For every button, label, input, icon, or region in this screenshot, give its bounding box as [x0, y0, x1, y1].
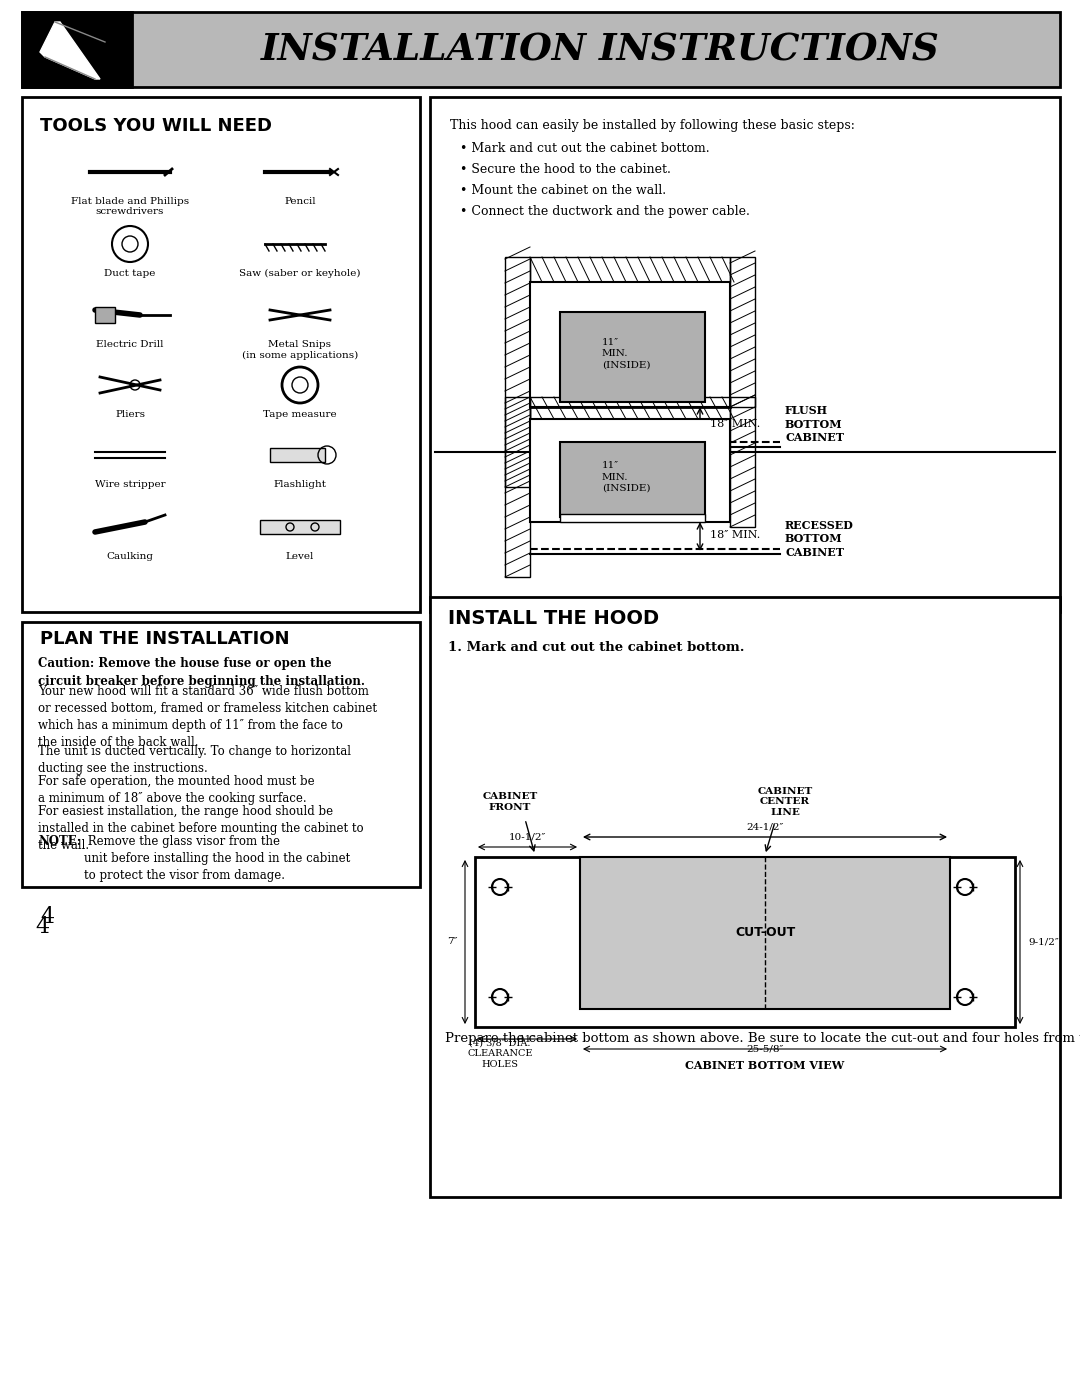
Text: Prepare the cabinet bottom as shown above. Be sure to locate the cut-out and fou: Prepare the cabinet bottom as shown abov…: [445, 1032, 1080, 1045]
Text: 18″ MIN.: 18″ MIN.: [710, 419, 760, 429]
Text: NOTE:: NOTE:: [38, 835, 81, 848]
Bar: [22, 622, 420, 887]
Text: Pencil: Pencil: [284, 197, 315, 205]
Bar: [561, 312, 705, 402]
Bar: [270, 448, 325, 462]
Text: Metal Snips
(in some applications): Metal Snips (in some applications): [242, 339, 359, 359]
Text: For safe operation, the mounted hood must be
a minimum of 18″ above the cooking : For safe operation, the mounted hood mus…: [38, 775, 314, 805]
Text: Pliers: Pliers: [114, 409, 145, 419]
Text: 11″
MIN.
(INSIDE): 11″ MIN. (INSIDE): [602, 338, 650, 370]
Text: Remove the glass visor from the
unit before installing the hood in the cabinet
t: Remove the glass visor from the unit bef…: [84, 835, 350, 882]
Text: 10-1/2″: 10-1/2″: [509, 833, 546, 842]
Bar: [730, 257, 755, 407]
Text: PLAN THE INSTALLATION: PLAN THE INSTALLATION: [40, 630, 289, 648]
Text: 11″
MIN.
(INSIDE): 11″ MIN. (INSIDE): [602, 461, 650, 493]
Bar: [730, 397, 755, 527]
Polygon shape: [40, 22, 100, 80]
Text: Tape measure: Tape measure: [264, 409, 337, 419]
Text: • Mark and cut out the cabinet bottom.: • Mark and cut out the cabinet bottom.: [460, 142, 710, 155]
Text: Flashlight: Flashlight: [273, 481, 326, 489]
Bar: [561, 514, 705, 522]
Text: 4: 4: [35, 916, 49, 937]
Text: • Mount the cabinet on the wall.: • Mount the cabinet on the wall.: [460, 184, 666, 197]
Text: TOOLS YOU WILL NEED: TOOLS YOU WILL NEED: [40, 117, 272, 136]
Bar: [561, 441, 705, 517]
Text: Caution: Remove the house fuse or open the
circuit breaker before beginning the : Caution: Remove the house fuse or open t…: [38, 657, 365, 687]
Text: 2-5/8″: 2-5/8″: [510, 868, 540, 876]
Bar: [95, 307, 114, 323]
Bar: [22, 96, 420, 612]
Text: 11″: 11″: [518, 1035, 536, 1044]
Bar: [475, 856, 1015, 1027]
Bar: [430, 96, 1059, 612]
Text: RECESSED
BOTTOM
CABINET: RECESSED BOTTOM CABINET: [785, 520, 854, 559]
Text: 18″ MIN.: 18″ MIN.: [710, 529, 760, 541]
Text: Your new hood will fit a standard 36″ wide flush bottom
or recessed bottom, fram: Your new hood will fit a standard 36″ wi…: [38, 685, 377, 749]
Text: For easiest installation, the range hood should be
installed in the cabinet befo: For easiest installation, the range hood…: [38, 805, 364, 852]
Bar: [530, 397, 730, 419]
Text: • Secure the hood to the cabinet.: • Secure the hood to the cabinet.: [460, 163, 671, 176]
Text: 1. Mark and cut out the cabinet bottom.: 1. Mark and cut out the cabinet bottom.: [448, 641, 744, 654]
Bar: [505, 257, 530, 488]
Text: 9-1/2″: 9-1/2″: [1028, 937, 1058, 947]
Text: (4) 3/8″ DIA.
CLEARANCE
HOLES: (4) 3/8″ DIA. CLEARANCE HOLES: [468, 1039, 532, 1069]
Bar: [530, 419, 730, 522]
Text: This hood can easily be installed by following these basic steps:: This hood can easily be installed by fol…: [450, 119, 855, 131]
Text: CABINET
FRONT: CABINET FRONT: [483, 792, 538, 812]
Text: Saw (saber or keyhole): Saw (saber or keyhole): [240, 270, 361, 278]
Bar: [430, 597, 1059, 1197]
Text: Duct tape: Duct tape: [105, 270, 156, 278]
Text: 25-5/8″: 25-5/8″: [746, 1045, 784, 1053]
Text: Wire stripper: Wire stripper: [95, 481, 165, 489]
Text: • Connect the ductwork and the power cable.: • Connect the ductwork and the power cab…: [460, 205, 750, 218]
Bar: [22, 13, 132, 87]
Text: Electric Drill: Electric Drill: [96, 339, 164, 349]
Text: The unit is ducted vertically. To change to horizontal
ducting see the instructi: The unit is ducted vertically. To change…: [38, 745, 351, 775]
Bar: [530, 257, 730, 282]
Text: 1-5/8″: 1-5/8″: [974, 868, 1005, 876]
Bar: [505, 397, 530, 577]
Text: FLUSH
BOTTOM
CABINET: FLUSH BOTTOM CABINET: [785, 405, 843, 443]
Bar: [580, 856, 950, 1009]
Text: 24-1/2″: 24-1/2″: [746, 823, 784, 833]
Text: 7″: 7″: [447, 937, 458, 947]
Text: CUT-OUT: CUT-OUT: [734, 926, 795, 940]
Text: Level: Level: [286, 552, 314, 562]
Text: 4: 4: [40, 907, 54, 928]
Text: INSTALL THE HOOD: INSTALL THE HOOD: [448, 609, 659, 629]
Bar: [22, 13, 1059, 87]
Bar: [530, 282, 730, 407]
Bar: [260, 520, 340, 534]
Circle shape: [292, 377, 308, 393]
Text: INSTALLATION INSTRUCTIONS: INSTALLATION INSTRUCTIONS: [260, 32, 940, 68]
Text: Flat blade and Phillips
screwdrivers: Flat blade and Phillips screwdrivers: [71, 197, 189, 217]
Text: CABINET BOTTOM VIEW: CABINET BOTTOM VIEW: [686, 1060, 845, 1071]
Text: Caulking: Caulking: [107, 552, 153, 562]
Text: CABINET
CENTER
LINE: CABINET CENTER LINE: [757, 787, 812, 817]
